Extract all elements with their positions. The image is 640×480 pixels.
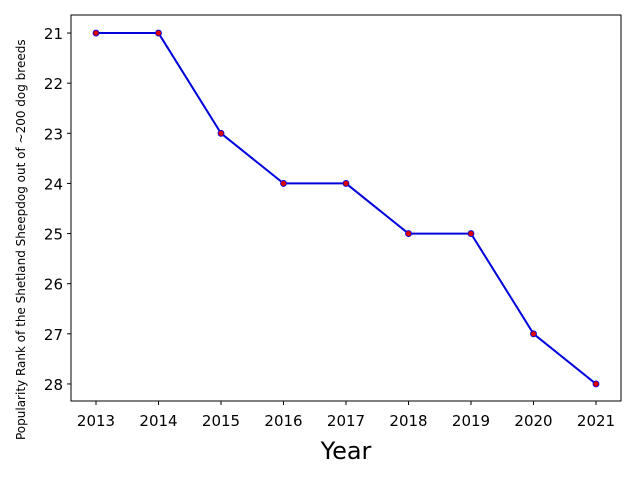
point xyxy=(280,180,287,187)
x-tick-label: 2020 xyxy=(514,412,552,430)
x-tick-label: 2018 xyxy=(389,412,427,430)
x-tick-label: 2015 xyxy=(202,412,240,430)
x-axis-label: Year xyxy=(320,437,372,465)
x-tick-label: 2019 xyxy=(452,412,490,430)
point xyxy=(342,180,350,187)
series-line xyxy=(96,32,597,385)
x-tick-label: 2017 xyxy=(327,412,365,430)
y-axis-label: Popularity Rank of the Shetland Sheepdog… xyxy=(14,39,28,440)
point xyxy=(155,29,162,37)
plot-frame xyxy=(70,14,622,402)
y-tick-label: 28 xyxy=(44,376,63,394)
point xyxy=(592,380,600,388)
y-tick-label: 22 xyxy=(44,75,63,93)
y-tick-label: 25 xyxy=(44,226,63,244)
point xyxy=(467,230,475,237)
x-tick-label: 2016 xyxy=(264,412,302,430)
y-tick-label: 23 xyxy=(44,125,63,143)
x-tick-label: 2014 xyxy=(139,412,177,430)
x-tick-label: 2013 xyxy=(77,412,115,430)
y-tick-label: 21 xyxy=(44,25,63,43)
y-tick-label: 24 xyxy=(44,175,63,193)
point xyxy=(92,29,100,37)
point xyxy=(530,330,537,338)
point xyxy=(405,230,412,237)
y-tick-label: 26 xyxy=(44,276,63,294)
x-tick-label: 2021 xyxy=(577,412,615,430)
y-tick-label: 27 xyxy=(44,326,63,344)
point xyxy=(217,129,225,137)
